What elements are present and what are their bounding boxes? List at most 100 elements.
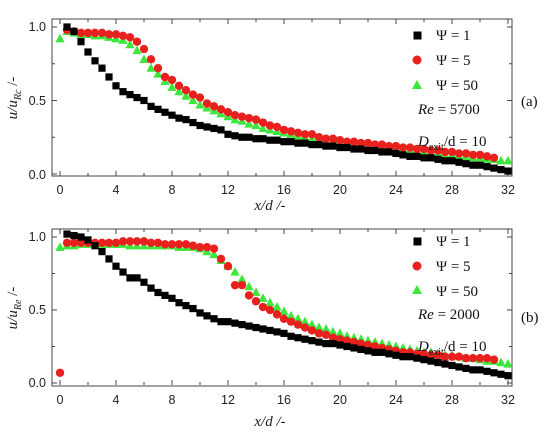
data-point-triangle xyxy=(496,155,506,165)
data-point-circle xyxy=(468,150,478,160)
x-tick-label: 28 xyxy=(445,393,459,407)
data-point-circle xyxy=(370,342,380,351)
data-point-square xyxy=(77,233,85,241)
x-tick-label: 8 xyxy=(169,393,176,407)
data-point-triangle xyxy=(55,242,65,251)
data-point-triangle xyxy=(237,274,247,283)
data-point-circle xyxy=(447,352,457,361)
data-point-square xyxy=(91,57,99,65)
data-point-square xyxy=(224,318,232,326)
data-point-circle xyxy=(111,30,121,39)
x-tick-label: 0 xyxy=(57,393,64,407)
data-point-circle xyxy=(293,320,303,329)
data-point-circle xyxy=(286,127,296,136)
data-point-circle xyxy=(111,238,121,248)
data-point-triangle xyxy=(195,99,205,109)
data-point-square xyxy=(189,304,197,313)
x-tick-labels: 0 4 8 12 16 20 24 28 32 xyxy=(57,393,515,407)
data-point-triangle xyxy=(125,39,135,49)
data-point-circle xyxy=(195,93,205,102)
x-tick-label: 32 xyxy=(501,393,515,407)
data-point-circle xyxy=(181,240,191,249)
data-point-square xyxy=(154,105,162,113)
data-point-triangle xyxy=(258,293,268,302)
data-point-square xyxy=(294,139,302,147)
data-point-square xyxy=(364,146,372,155)
data-point-square xyxy=(308,141,316,149)
x-tick-label: 4 xyxy=(113,393,120,407)
data-point-square xyxy=(413,152,421,160)
data-point-square xyxy=(455,363,463,371)
data-point-square xyxy=(203,312,211,320)
data-point-circle xyxy=(167,75,177,85)
data-point-square xyxy=(329,142,337,150)
data-point-square xyxy=(294,334,302,342)
data-point-circle xyxy=(272,310,282,319)
data-point-circle xyxy=(363,340,373,350)
data-point-square xyxy=(406,353,414,361)
data-point-square xyxy=(168,111,176,119)
data-point-triangle xyxy=(251,120,261,130)
data-point-square xyxy=(420,154,428,162)
data-point-square xyxy=(105,255,113,263)
x-tick-label: 12 xyxy=(221,183,235,197)
data-point-square xyxy=(133,274,141,282)
data-point-triangle xyxy=(265,297,275,307)
data-point-square xyxy=(105,73,113,81)
data-point-circle xyxy=(454,149,464,158)
data-point-square xyxy=(140,278,148,286)
data-point-square xyxy=(357,145,365,153)
x-tick-label: 0 xyxy=(57,183,64,197)
data-point-triangle xyxy=(251,287,261,297)
data-point-square xyxy=(385,350,393,358)
data-point-square xyxy=(182,302,190,310)
data-point-square xyxy=(112,262,120,270)
data-point-circle xyxy=(69,238,79,248)
data-point-triangle xyxy=(335,328,345,337)
data-point-triangle xyxy=(167,82,177,91)
data-point-circle xyxy=(139,237,149,246)
plot-frame xyxy=(51,228,513,387)
data-point-square xyxy=(364,347,372,355)
data-point-circle xyxy=(160,72,170,82)
x-tick-label: 20 xyxy=(333,183,347,197)
data-point-circle xyxy=(349,137,359,146)
data-point-circle xyxy=(433,351,443,360)
y-tick-label: 0.0 xyxy=(29,376,46,390)
x-tick-label: 4 xyxy=(113,183,120,197)
data-point-square xyxy=(98,64,106,72)
data-point-circle xyxy=(384,141,394,151)
data-point-square xyxy=(63,23,71,31)
data-point-circle xyxy=(83,28,93,38)
data-point-square xyxy=(147,284,155,292)
panel-b: 0 4 8 12 16 20 24 28 32 0.0 0.5 1.0 x/d … xyxy=(5,228,539,430)
data-point-circle xyxy=(258,118,268,127)
data-point-circle xyxy=(223,262,233,271)
data-point-circle xyxy=(125,33,135,42)
data-points xyxy=(55,23,513,175)
data-point-circle xyxy=(405,143,415,152)
data-point-circle xyxy=(97,238,107,248)
legend-entry: Ψ = 50 xyxy=(436,284,478,300)
data-point-square xyxy=(252,323,260,332)
data-point-circle xyxy=(160,240,170,249)
x-axis-label: x/d /- xyxy=(253,414,285,430)
data-point-square xyxy=(406,152,414,160)
data-point-circle xyxy=(482,152,492,161)
x-tick-label: 16 xyxy=(277,183,291,197)
x-tick-label: 24 xyxy=(389,393,403,407)
data-point-square xyxy=(84,48,92,56)
data-point-square xyxy=(119,88,127,96)
data-point-circle xyxy=(314,133,324,142)
data-point-square xyxy=(161,291,169,299)
legend-entry: Ψ = 1 xyxy=(436,234,471,250)
data-point-circle xyxy=(293,128,303,138)
data-point-triangle xyxy=(258,123,268,133)
data-point-square xyxy=(455,158,463,166)
data-point-circle xyxy=(335,335,345,344)
data-point-circle xyxy=(363,138,373,148)
y-tick-labels: 0.0 0.5 1.0 xyxy=(29,230,46,390)
y-tick-label: 0.5 xyxy=(29,303,46,317)
data-point-triangle xyxy=(300,316,310,326)
data-point-circle xyxy=(482,353,492,363)
